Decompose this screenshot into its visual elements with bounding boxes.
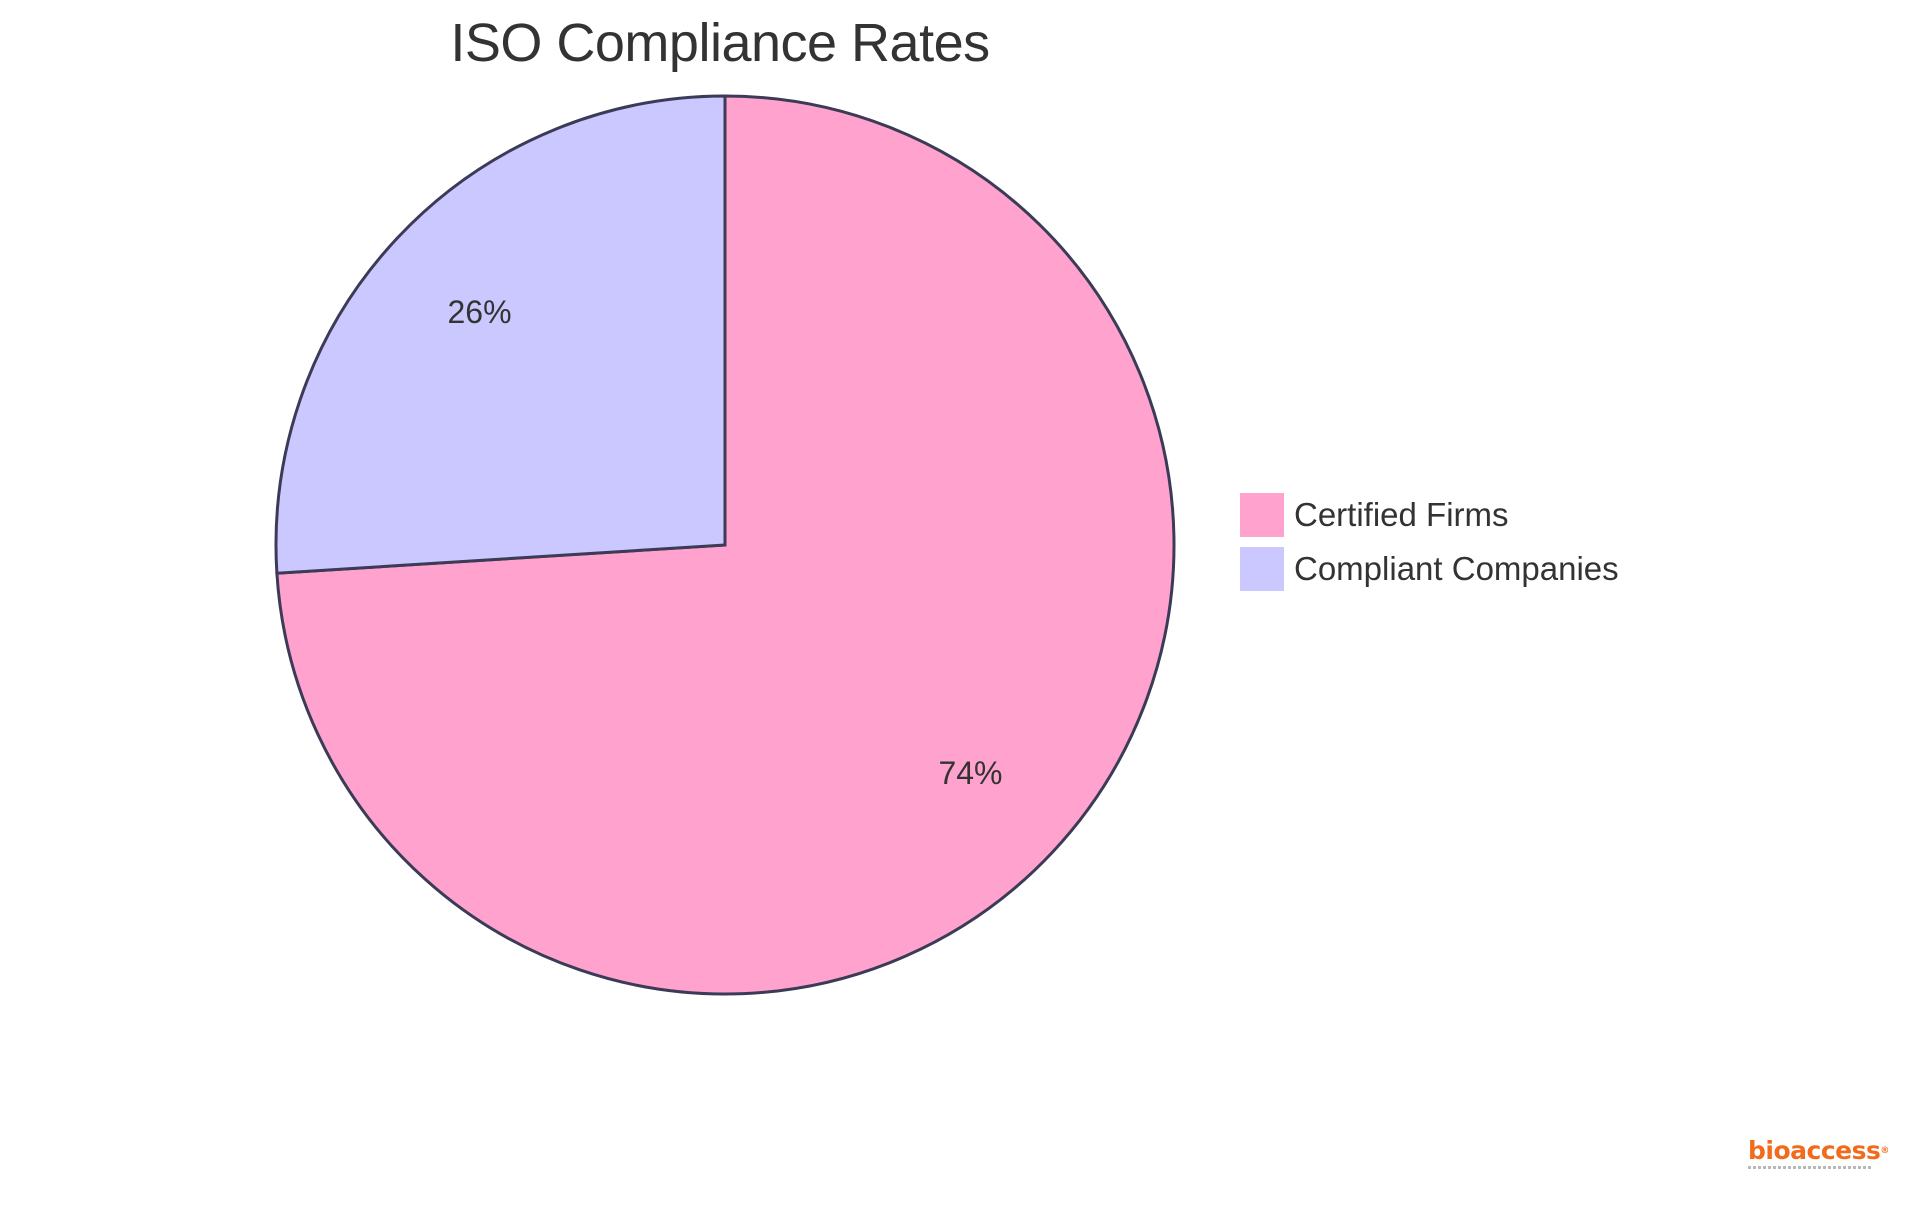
legend: Certified Firms Compliant Companies [1240, 488, 1619, 596]
bioaccess-logo: bioaccess® [1748, 1136, 1889, 1169]
legend-item-compliant-companies[interactable]: Compliant Companies [1240, 542, 1619, 596]
legend-swatch-compliant-companies [1240, 547, 1284, 591]
legend-item-certified-firms[interactable]: Certified Firms [1240, 488, 1619, 542]
legend-label-certified-firms: Certified Firms [1294, 496, 1509, 533]
chart-title: ISO Compliance Rates [450, 13, 990, 73]
pie-slices [274, 94, 1176, 996]
pie-label-compliant-companies: 26% [447, 294, 511, 330]
logo-tagline [1748, 1166, 1872, 1169]
legend-swatch-certified-firms [1240, 493, 1284, 537]
pie-slice-compliant-companies[interactable] [274, 94, 727, 575]
logo-text: bioaccess [1748, 1136, 1881, 1165]
legend-label-compliant-companies: Compliant Companies [1294, 550, 1619, 587]
pie-label-certified-firms: 74% [938, 755, 1002, 791]
pie-labels: 74% 26% [447, 294, 1002, 791]
